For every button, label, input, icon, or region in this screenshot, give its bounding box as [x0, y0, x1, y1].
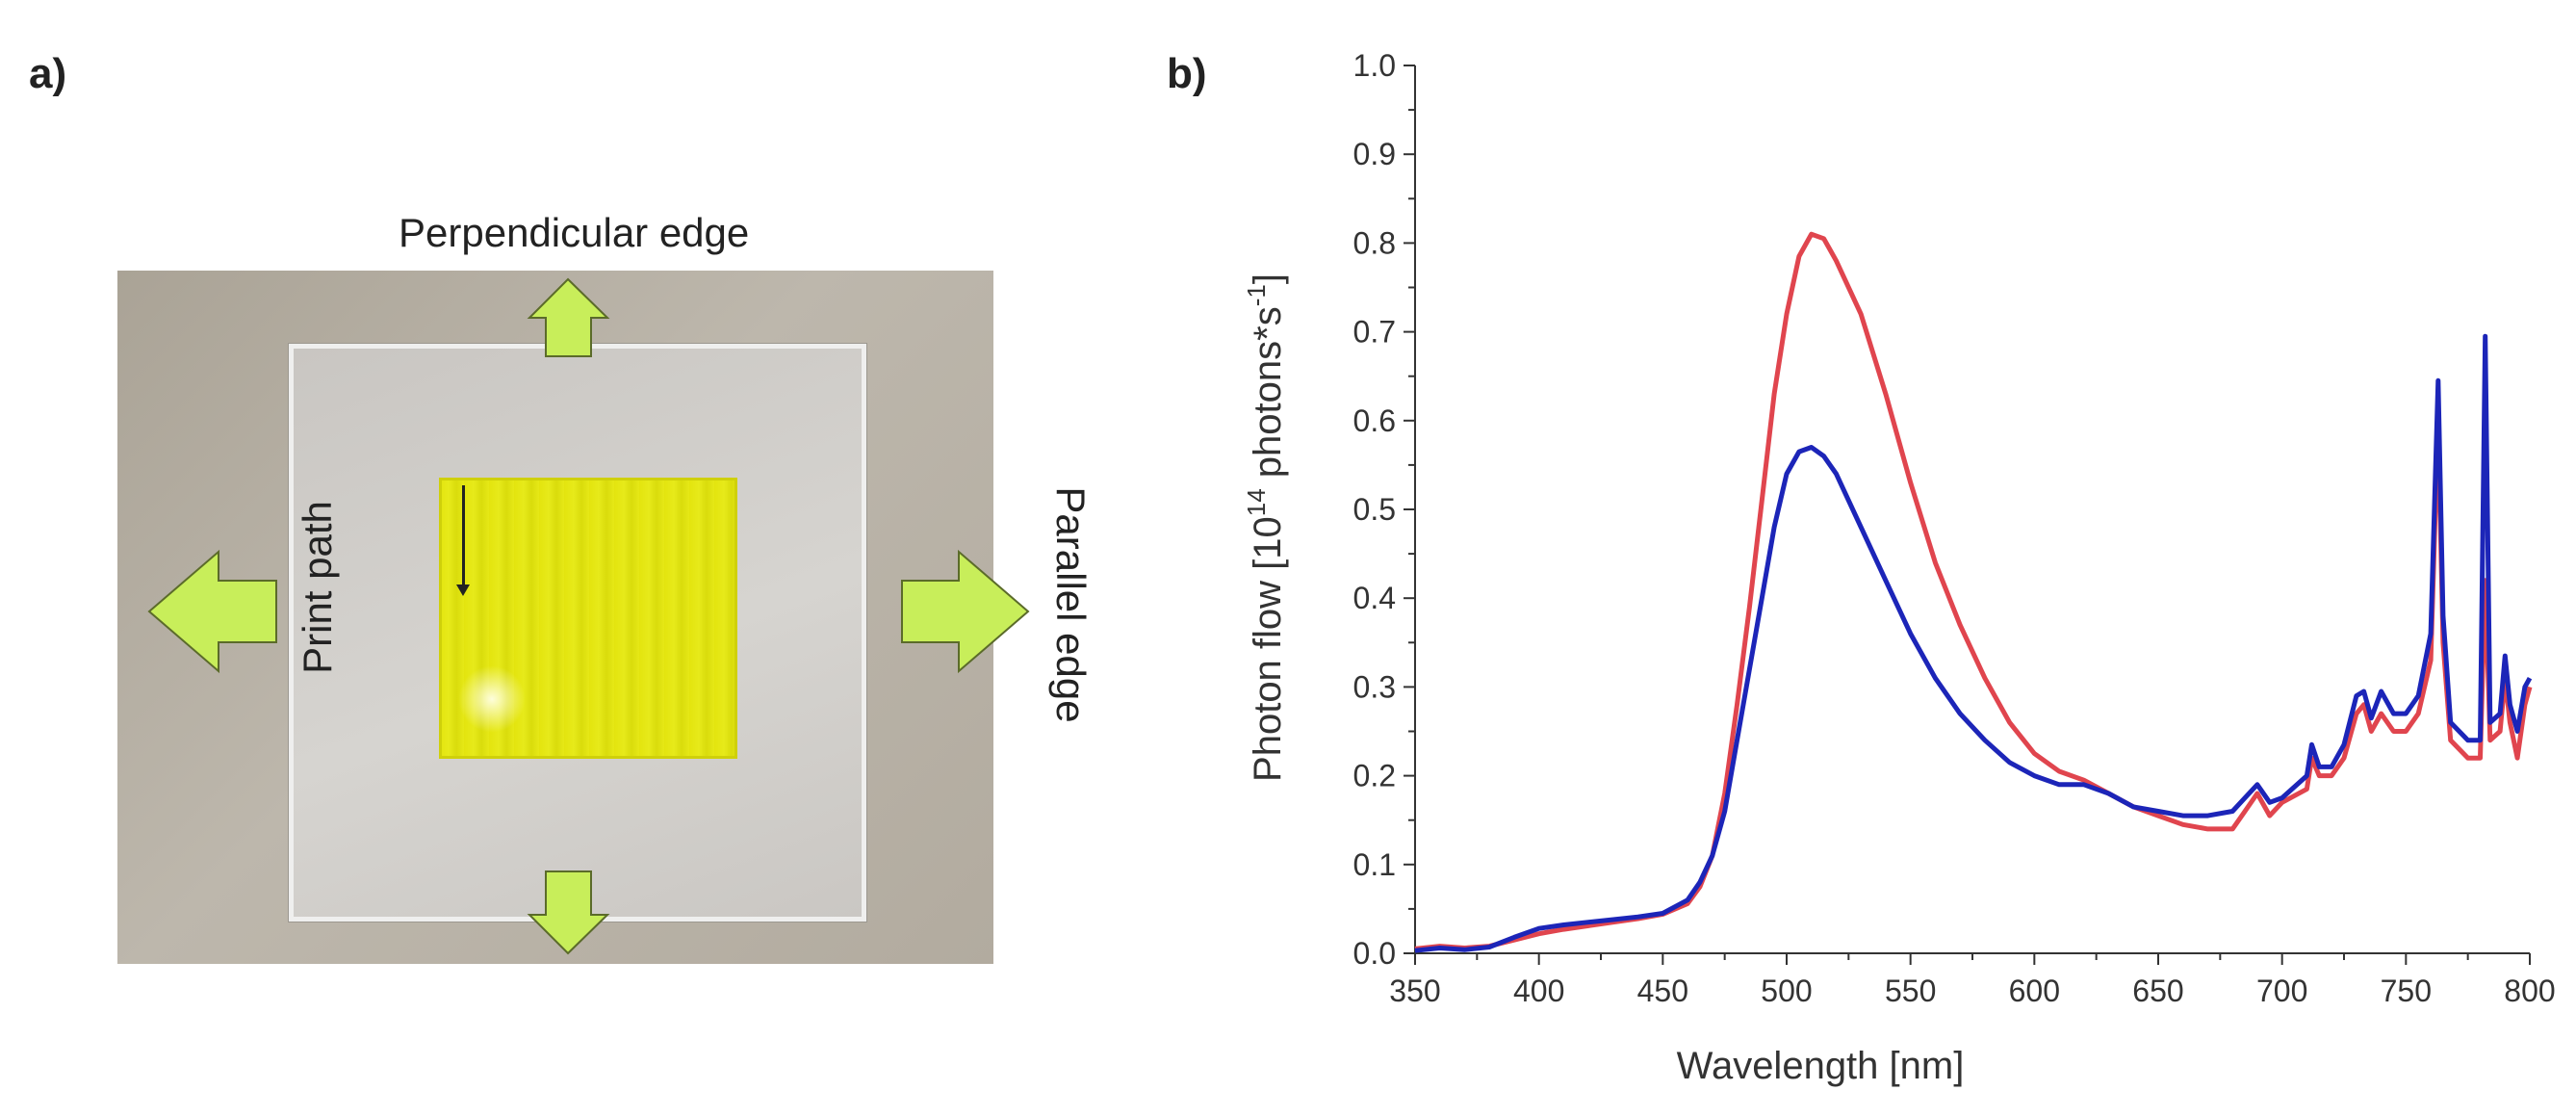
y-tick-label: 0.8 [1353, 225, 1396, 260]
y-tick-label: 0.0 [1353, 936, 1396, 971]
x-tick-label: 400 [1513, 974, 1564, 1008]
sample-photo [117, 271, 993, 964]
light-glare [458, 665, 526, 733]
y-axis-title: Photon flow [1014 photons*s-1] [1242, 273, 1289, 782]
plot-frame [1414, 65, 2530, 954]
y-tick-label: 0.9 [1353, 137, 1396, 171]
y-tick-label: 0.2 [1353, 759, 1396, 793]
y-tick-label: 1.0 [1353, 48, 1396, 83]
series-line-1 [1414, 231, 2533, 951]
x-tick-label: 600 [2009, 974, 2060, 1008]
series-layer [1414, 231, 2533, 953]
x-tick-label: 700 [2256, 974, 2307, 1008]
x-tick-label: 750 [2381, 974, 2432, 1008]
y-tick-label: 0.6 [1353, 403, 1396, 438]
yellow-printed-film [439, 478, 737, 759]
x-tick-label: 650 [2132, 974, 2183, 1008]
x-tick-label: 450 [1637, 974, 1688, 1008]
x-axis-title: Wavelength [nm] [1677, 1045, 1965, 1087]
perpendicular-edge-label: Perpendicular edge [399, 210, 750, 255]
x-tick-label: 800 [2504, 974, 2555, 1008]
y-tick-label: 0.3 [1353, 669, 1396, 704]
print-path-arrow-icon [456, 485, 470, 596]
panel-b-label: b) [1167, 50, 1207, 97]
x-tick-label: 500 [1761, 974, 1812, 1008]
y-tick-label: 0.4 [1353, 581, 1396, 615]
x-tick-label: 350 [1389, 974, 1440, 1008]
y-tick-label: 0.7 [1353, 315, 1396, 350]
x-axis: 350 400 450 500 550 600 650 700 750 800 [1389, 953, 2556, 1008]
panel-a-label: a) [29, 50, 67, 97]
series-line-2 [1414, 333, 2533, 953]
y-tick-label: 0.5 [1353, 492, 1396, 527]
x-tick-label: 550 [1885, 974, 1936, 1008]
y-tick-label: 0.1 [1353, 847, 1396, 882]
y-axis: 0.0 0.1 0.2 0.3 0.4 0.5 0.6 0.7 0.8 0.9 1.0 [1353, 48, 1415, 971]
